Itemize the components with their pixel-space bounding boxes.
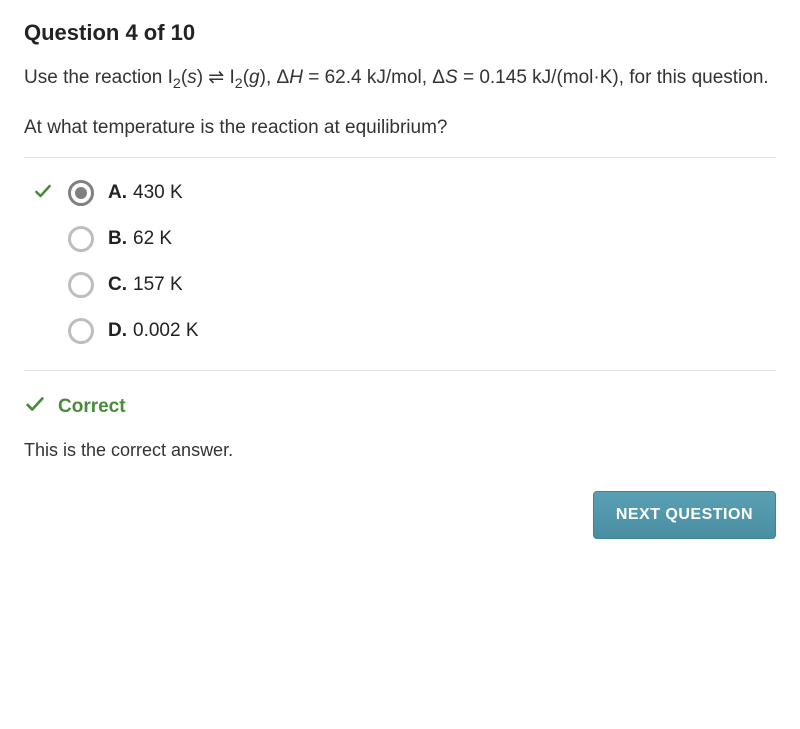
question-context: Use the reaction I2(s) ⇌ I2(g), ΔH = 62.… (24, 64, 776, 95)
context-text: = 62.4 kJ/mol, Δ (303, 67, 445, 88)
option-c[interactable]: C. 157 K (32, 272, 776, 298)
divider (24, 370, 776, 371)
radio-c[interactable] (68, 272, 94, 298)
context-text: I (224, 67, 235, 88)
option-letter: A. (108, 182, 127, 203)
option-b[interactable]: B. 62 K (32, 226, 776, 252)
next-question-button[interactable]: NEXT QUESTION (593, 491, 776, 539)
divider (24, 157, 776, 158)
option-label-d: D. 0.002 K (108, 320, 199, 342)
option-text: 0.002 K (133, 320, 199, 341)
check-icon (24, 393, 46, 420)
radio-b[interactable] (68, 226, 94, 252)
delta-h-symbol: H (289, 67, 303, 88)
context-text: ), Δ (260, 67, 290, 88)
feedback-status-row: Correct (24, 393, 776, 420)
feedback-detail: This is the correct answer. (24, 440, 776, 461)
correct-check-slot (32, 181, 54, 206)
check-icon (33, 181, 53, 206)
question-prompt: At what temperature is the reaction at e… (24, 117, 776, 139)
subscript: 2 (235, 76, 243, 92)
question-counter: Question 4 of 10 (24, 20, 776, 46)
radio-dot (75, 187, 87, 199)
subscript: 2 (173, 76, 181, 92)
option-label-c: C. 157 K (108, 274, 183, 296)
radio-a[interactable] (68, 180, 94, 206)
state-symbol: g (249, 67, 260, 88)
option-text: 62 K (133, 228, 172, 249)
delta-s-symbol: S (445, 67, 458, 88)
footer: NEXT QUESTION (24, 491, 776, 539)
radio-d[interactable] (68, 318, 94, 344)
context-text: = 0.145 kJ/(mol·K), for this question. (458, 67, 769, 88)
context-text: ) (197, 67, 209, 88)
option-a[interactable]: A. 430 K (32, 180, 776, 206)
option-d[interactable]: D. 0.002 K (32, 318, 776, 344)
option-text: 157 K (133, 274, 183, 295)
options-list: A. 430 K B. 62 K C. 157 K D. 0.002 K (32, 180, 776, 344)
option-letter: C. (108, 274, 127, 295)
state-symbol: s (187, 67, 197, 88)
feedback-status: Correct (58, 396, 126, 418)
option-label-a: A. 430 K (108, 182, 183, 204)
option-text: 430 K (133, 182, 183, 203)
equilibrium-symbol: ⇌ (208, 67, 224, 88)
option-letter: B. (108, 228, 127, 249)
option-label-b: B. 62 K (108, 228, 172, 250)
context-text: Use the reaction I (24, 67, 173, 88)
option-letter: D. (108, 320, 127, 341)
